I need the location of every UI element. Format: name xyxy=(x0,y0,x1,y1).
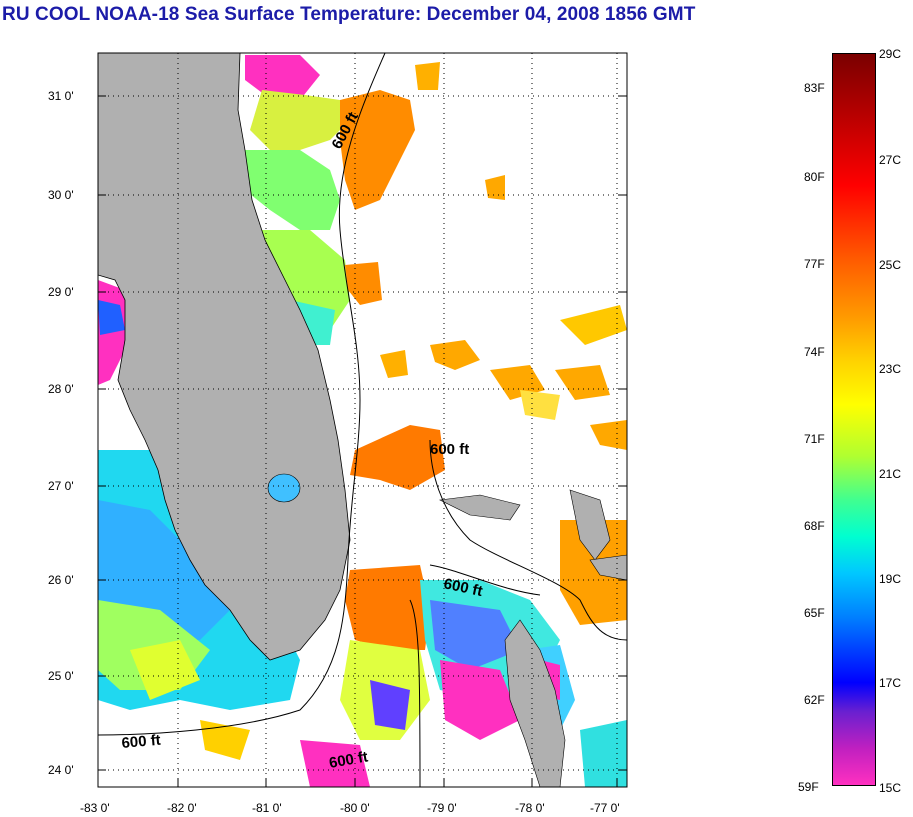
colorbar-f-label: 77F xyxy=(804,257,825,271)
colorbar-f-label: 83F xyxy=(804,81,825,95)
map-area: 600 ft 600 ft 600 ft 600 ft 600 ft xyxy=(98,53,627,787)
colorbar-f-label: 65F xyxy=(804,606,825,620)
lon-label: -78 0' xyxy=(515,801,545,815)
colorbar-f-label: 80F xyxy=(804,170,825,184)
lat-label: 26 0' xyxy=(48,573,74,587)
lat-label: 28 0' xyxy=(48,382,74,396)
lon-label: -79 0' xyxy=(427,801,457,815)
temperature-colorbar xyxy=(832,53,876,786)
contour-label: 600 ft xyxy=(430,441,469,458)
colorbar-c-label: 21C xyxy=(879,467,902,481)
colorbar-f-label: 68F xyxy=(804,519,825,533)
colorbar-f-label: 62F xyxy=(804,693,825,707)
grid xyxy=(98,53,627,787)
depth-contours xyxy=(98,53,627,787)
contour-label: 600 ft xyxy=(121,732,162,752)
lat-label: 24 0' xyxy=(48,763,74,777)
lon-label: -82 0' xyxy=(167,801,197,815)
colorbar-c-label: 15C xyxy=(879,781,902,795)
contour-label: 600 ft xyxy=(328,748,370,772)
lat-label: 27 0' xyxy=(48,479,74,493)
colorbar-f-label: 74F xyxy=(804,345,825,359)
map-frame xyxy=(97,52,628,788)
colorbar-c-label: 17C xyxy=(879,676,902,690)
lat-label: 29 0' xyxy=(48,285,74,299)
sst-patches xyxy=(98,55,627,787)
colorbar-c-label: 29C xyxy=(879,47,902,61)
frame-ticks xyxy=(98,95,627,787)
colorbar-c-label: 27C xyxy=(879,153,902,167)
page-title: RU COOL NOAA-18 Sea Surface Temperature:… xyxy=(2,4,696,25)
lon-label: -80 0' xyxy=(340,801,370,815)
colorbar-c-label: 23C xyxy=(879,362,902,376)
land xyxy=(98,53,627,787)
lat-label: 31 0' xyxy=(48,89,74,103)
lon-label: -81 0' xyxy=(252,801,282,815)
lon-labels: -83 0' -82 0' -81 0' -80 0' -79 0' -78 0… xyxy=(80,801,620,815)
lat-label: 30 0' xyxy=(48,188,74,202)
lon-label: -83 0' xyxy=(80,801,110,815)
colorbar-c-label: 19C xyxy=(879,572,902,586)
lon-label: -77 0' xyxy=(590,801,620,815)
colorbar-f-label: 59F xyxy=(798,780,819,794)
lat-label: 25 0' xyxy=(48,669,74,683)
colorbar-f-label: 71F xyxy=(804,432,825,446)
colorbar-c-label: 25C xyxy=(879,258,902,272)
lat-labels: 31 0' 30 0' 29 0' 28 0' 27 0' 26 0' 25 0… xyxy=(48,89,74,777)
